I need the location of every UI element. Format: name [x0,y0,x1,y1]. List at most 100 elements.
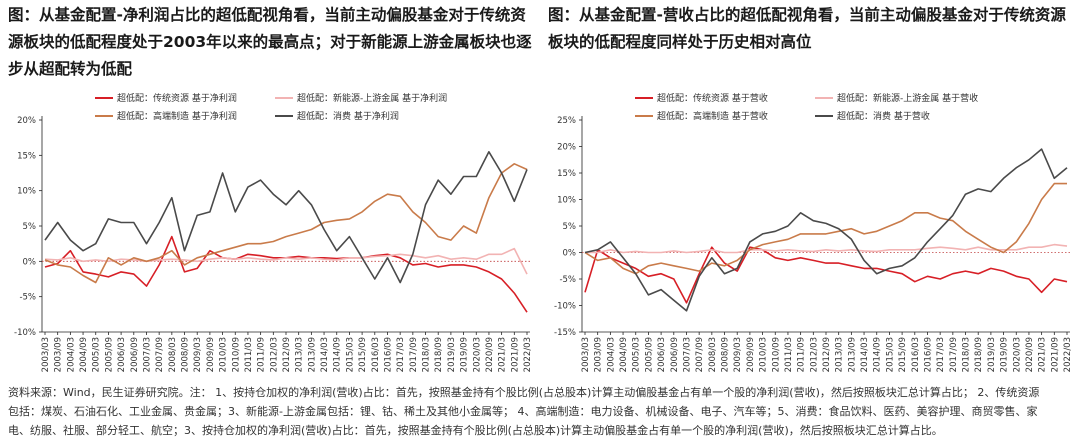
x-tick-label: 2019/09 [460,337,470,372]
series-line-consumer [584,148,1068,312]
x-tick-label: 2022/03 [1063,337,1073,372]
y-tick-label: 0% [23,257,37,267]
x-tick-label: 2009/09 [206,337,216,372]
x-tick-label: 2006/03 [657,337,667,372]
x-tick-label: 2015/03 [885,337,895,372]
x-tick-label: 2018/03 [962,337,972,372]
x-tick-label: 2010/09 [771,337,781,372]
x-tick-label: 2010/03 [219,337,229,372]
series-line-traditional [584,246,1068,304]
x-tick-label: 2010/09 [231,337,241,372]
series-line-highend [584,182,1067,275]
x-tick-label: 2021/03 [1038,337,1048,372]
x-tick-label: 2014/03 [320,337,330,372]
x-tick-label: 2003/03 [41,337,51,372]
y-tick-label: 15% [557,169,576,179]
x-tick-label: 2007/03 [142,337,152,372]
x-tick-label: 2013/03 [295,337,305,372]
x-tick-label: 2013/09 [307,337,317,372]
x-tick-label: 2020/03 [1012,337,1022,372]
x-tick-label: 2007/03 [682,337,692,372]
y-tick-label: 10% [557,196,576,206]
x-tick-label: 2022/03 [523,337,533,372]
x-tick-label: 2012/03 [269,337,279,372]
left-chart: 超低配：传统资源 基于净利润 超低配：新能源-上游金属 基于净利润超低配：高端制造… [14,92,533,372]
legend-label-3: 超低配：消费 基于营收 [837,110,930,122]
source-note: 资料来源：Wind，民生证券研究院。注： 1、按持仓加权的净利润(营收)占比：首… [8,383,1074,440]
x-tick-label: 2011/03 [784,337,794,372]
x-tick-label: 2016/09 [923,337,933,372]
x-tick-label: 2012/03 [809,337,819,372]
x-tick-label: 2020/09 [1025,337,1035,372]
x-tick-label: 2004/03 [606,337,616,372]
x-tick-label: 2006/03 [117,337,127,372]
source-note-line-2: 包括：煤炭、石油石化、工业金属、贵金属；3、新能源-上游金属包括：锂、钴、稀土及… [8,405,1038,418]
x-tick-label: 2019/03 [447,337,457,372]
legend-label-3: 超低配：消费 基于净利润 [297,110,399,122]
x-tick-label: 2003/09 [54,337,64,372]
legend-label-1: 超低配：新能源-上游金属 基于营收 [837,92,978,104]
x-tick-label: 2017/09 [409,337,419,372]
x-tick-label: 2005/09 [644,337,654,372]
x-tick-label: 2021/09 [510,337,520,372]
source-note-line-1: 资料来源：Wind，民生证券研究院。注： 1、按持仓加权的净利润(营收)占比：首… [8,386,1040,399]
right-chart-panel: 图：从基金配置-营收占比的超低配视角看，当前主动偏股基金对于传统资源板块的低配程… [540,0,1080,380]
x-tick-label: 2013/09 [847,337,857,372]
x-tick-label: 2011/09 [797,337,807,372]
legend-label-0: 超低配：传统资源 基于营收 [657,92,768,104]
x-tick-label: 2004/09 [79,337,89,372]
series-line-traditional [44,235,528,313]
x-tick-label: 2010/03 [759,337,769,372]
x-tick-label: 2017/09 [949,337,959,372]
legend-label-2: 超低配：高端制造 基于净利润 [117,110,237,122]
legend-label-2: 超低配：高端制造 基于营收 [657,110,768,122]
x-tick-label: 2008/09 [721,337,731,372]
y-tick-label: 20% [17,116,36,126]
x-tick-label: 2012/09 [822,337,832,372]
x-tick-label: 2016/03 [371,337,381,372]
y-tick-label: -5% [559,275,576,285]
x-tick-label: 2008/03 [708,337,718,372]
left-chart-panel: 图：从基金配置-净利润占比的超低配视角看，当前主动偏股基金对于传统资源板块的低配… [0,0,540,380]
x-tick-label: 2018/03 [422,337,432,372]
x-tick-label: 2018/09 [434,337,444,372]
x-tick-label: 2021/09 [1050,337,1060,372]
y-tick-label: 5% [563,222,577,232]
x-tick-label: 2008/03 [168,337,178,372]
x-tick-label: 2015/09 [358,337,368,372]
y-tick-label: 25% [557,116,576,126]
x-tick-label: 2009/03 [733,337,743,372]
legend-label-0: 超低配：传统资源 基于净利润 [117,92,237,104]
left-chart-title: 图：从基金配置-净利润占比的超低配视角看，当前主动偏股基金对于传统资源板块的低配… [8,6,532,78]
x-tick-label: 2004/03 [66,337,76,372]
x-tick-label: 2020/09 [485,337,495,372]
x-tick-label: 2011/09 [257,337,267,372]
series-line-consumer [44,151,528,284]
series-line-newenergy [44,247,528,275]
x-tick-label: 2017/03 [396,337,406,372]
series-line-highend [44,163,528,284]
x-tick-label: 2016/03 [911,337,921,372]
x-tick-label: 2009/03 [193,337,203,372]
y-tick-label: 10% [17,187,36,197]
x-tick-label: 2015/03 [345,337,355,372]
x-tick-label: 2019/09 [1000,337,1010,372]
x-tick-label: 2006/09 [670,337,680,372]
x-tick-label: 2013/03 [835,337,845,372]
x-tick-label: 2014/09 [333,337,343,372]
x-tick-label: 2020/03 [472,337,482,372]
x-tick-label: 2007/09 [695,337,705,372]
x-tick-label: 2016/09 [383,337,393,372]
y-tick-label: -10% [14,328,36,338]
y-tick-label: -15% [554,328,576,338]
series-line-newenergy [585,243,1068,254]
y-tick-label: 5% [23,222,37,232]
x-tick-label: 2009/09 [746,337,756,372]
right-chart-title: 图：从基金配置-营收占比的超低配视角看，当前主动偏股基金对于传统资源板块的低配程… [548,6,1066,51]
x-tick-label: 2015/09 [898,337,908,372]
legend-label-1: 超低配：新能源-上游金属 基于净利润 [297,92,447,104]
x-tick-label: 2003/03 [581,337,591,372]
x-tick-label: 2008/09 [181,337,191,372]
x-tick-label: 2004/09 [619,337,629,372]
